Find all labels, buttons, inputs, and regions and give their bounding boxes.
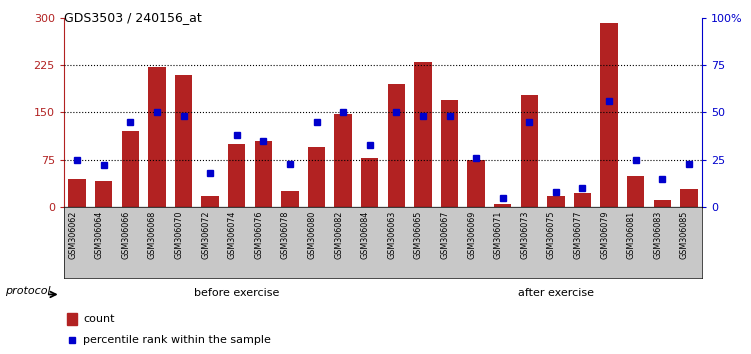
Text: GSM306064: GSM306064 — [95, 211, 104, 259]
Text: GSM306082: GSM306082 — [334, 211, 343, 259]
Text: GSM306084: GSM306084 — [360, 211, 369, 259]
Bar — [361, 158, 379, 207]
Text: GSM306066: GSM306066 — [122, 211, 131, 259]
Bar — [547, 196, 565, 207]
Bar — [148, 67, 165, 207]
Text: GSM306068: GSM306068 — [148, 211, 157, 259]
Bar — [334, 114, 351, 207]
Bar — [68, 179, 86, 207]
Text: after exercise: after exercise — [518, 288, 594, 298]
Text: count: count — [83, 314, 114, 324]
Bar — [255, 141, 272, 207]
Bar — [441, 100, 458, 207]
Bar — [574, 193, 591, 207]
Text: GSM306085: GSM306085 — [680, 211, 689, 259]
Text: GSM306072: GSM306072 — [201, 211, 210, 259]
Text: percentile rank within the sample: percentile rank within the sample — [83, 335, 271, 345]
Text: protocol: protocol — [5, 286, 51, 296]
Text: GSM306079: GSM306079 — [600, 211, 609, 259]
Text: GSM306080: GSM306080 — [307, 211, 316, 259]
Bar — [308, 147, 325, 207]
Bar — [282, 191, 299, 207]
Text: GSM306070: GSM306070 — [174, 211, 183, 259]
Bar — [494, 204, 511, 207]
Text: GSM306075: GSM306075 — [547, 211, 556, 259]
Text: GSM306083: GSM306083 — [653, 211, 662, 259]
Bar — [175, 74, 192, 207]
Text: GSM306062: GSM306062 — [68, 211, 77, 259]
Text: GSM306078: GSM306078 — [281, 211, 290, 259]
Bar — [653, 200, 671, 207]
Bar — [122, 131, 139, 207]
Bar — [601, 23, 618, 207]
Text: GSM306071: GSM306071 — [493, 211, 502, 259]
Text: GSM306067: GSM306067 — [441, 211, 450, 259]
Text: before exercise: before exercise — [194, 288, 279, 298]
Bar — [67, 313, 77, 325]
Text: GSM306065: GSM306065 — [414, 211, 423, 259]
Text: GSM306073: GSM306073 — [520, 211, 529, 259]
Text: GSM306076: GSM306076 — [255, 211, 264, 259]
Text: GSM306074: GSM306074 — [228, 211, 237, 259]
Bar — [680, 189, 698, 207]
Text: GSM306081: GSM306081 — [626, 211, 635, 259]
Bar — [388, 84, 405, 207]
Bar — [201, 196, 219, 207]
Bar — [95, 181, 113, 207]
Bar — [415, 62, 432, 207]
Bar — [228, 144, 246, 207]
Text: GDS3503 / 240156_at: GDS3503 / 240156_at — [64, 11, 201, 24]
Text: GSM306063: GSM306063 — [388, 211, 397, 259]
Bar — [467, 160, 484, 207]
Bar — [520, 95, 538, 207]
Text: GSM306077: GSM306077 — [574, 211, 583, 259]
Text: GSM306069: GSM306069 — [467, 211, 476, 259]
Bar — [627, 176, 644, 207]
